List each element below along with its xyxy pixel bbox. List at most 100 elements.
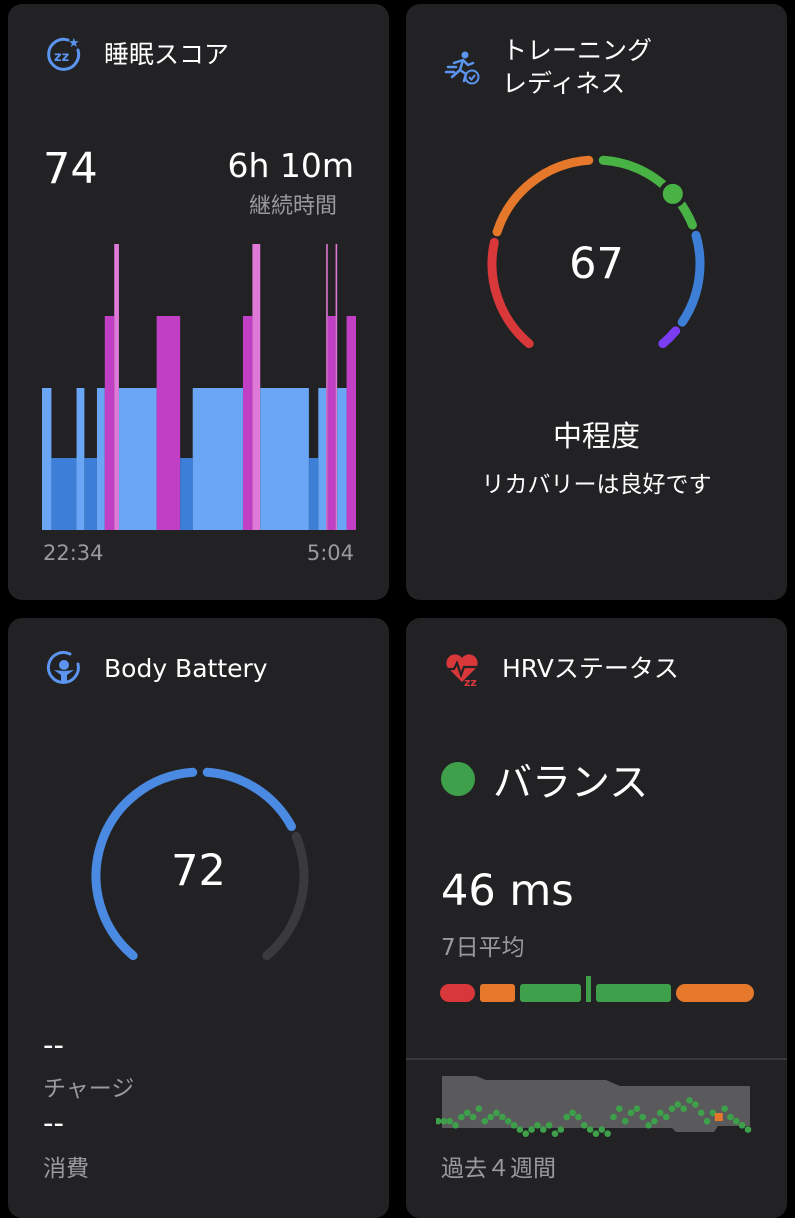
- hrv-period-label: 過去４週間: [441, 1149, 556, 1183]
- sleep-stage-bar-awake: [326, 244, 328, 530]
- range-segment-unbalanced-high: [676, 984, 754, 1002]
- hrv-point: [522, 1130, 529, 1137]
- body-battery-title: Body Battery: [104, 652, 268, 685]
- sleep-title: 睡眠スコア: [104, 38, 229, 71]
- body-battery-card[interactable]: Body Battery 72 -- チャージ -- 消費: [8, 618, 389, 1218]
- gauge-segment-low: [497, 160, 589, 232]
- gauge-segment-prime: [663, 331, 676, 344]
- sleep-score-card[interactable]: zz ★ 睡眠スコア 74 6h 10m 継続時間 22:34 5:04: [8, 4, 389, 600]
- sleep-stage-bar-light: [97, 388, 105, 530]
- sleep-stage-bar-rem: [347, 316, 356, 530]
- hrv-point: [739, 1122, 746, 1129]
- hrv-point: [587, 1126, 594, 1133]
- status-dot-icon: [441, 762, 475, 796]
- sleep-stage-bar-light: [77, 388, 85, 530]
- hrv-point: [517, 1126, 524, 1133]
- hrv-point: [452, 1122, 459, 1129]
- hrv-point: [727, 1114, 734, 1121]
- divider: [406, 1058, 787, 1060]
- hrv-point: [634, 1105, 641, 1112]
- sleep-stage-bar-rem: [243, 316, 252, 530]
- hrv-point: [540, 1126, 547, 1133]
- sleep-stage-bar-light: [119, 388, 157, 530]
- hrv-point: [569, 1110, 576, 1117]
- sleep-stage-chart: [42, 240, 356, 530]
- gauge-marker: [661, 182, 685, 206]
- sleep-stage-bar-rem: [157, 316, 181, 530]
- hrv-point: [436, 1118, 441, 1125]
- hrv-point: [563, 1114, 570, 1121]
- hrv-status-card[interactable]: zz HRVステータス バランス 46 ms 7日平均 過去４週間: [406, 618, 787, 1218]
- hrv-point: [593, 1130, 600, 1137]
- battery-fill-right: [207, 772, 291, 826]
- body-battery-icon: [44, 648, 84, 688]
- charge-label: チャージ: [43, 1069, 134, 1103]
- sleep-zz-icon: zz ★: [44, 34, 84, 74]
- svg-text:zz: zz: [464, 676, 477, 688]
- hrv-point: [552, 1130, 559, 1137]
- hrv-point: [558, 1126, 565, 1133]
- svg-text:zz: zz: [54, 50, 69, 65]
- hrv-point: [458, 1114, 465, 1121]
- sleep-stage-bar-awake: [252, 244, 260, 530]
- hrv-value: 46 ms: [441, 866, 574, 916]
- hrv-point: [546, 1122, 553, 1129]
- hrv-point: [692, 1101, 699, 1108]
- hrv-point: [675, 1101, 682, 1108]
- hrv-point: [745, 1126, 752, 1133]
- hrv-point: [733, 1118, 740, 1125]
- charge-value: --: [43, 1028, 64, 1062]
- hrv-point: [575, 1114, 582, 1121]
- hrv-point: [651, 1118, 658, 1125]
- hrv-point: [446, 1118, 453, 1125]
- hrv-point: [686, 1097, 693, 1104]
- sleep-stage-bar-awake: [114, 244, 119, 530]
- hrv-point: [657, 1110, 664, 1117]
- hrv-point: [493, 1110, 500, 1117]
- range-segment-unbalanced-low: [480, 984, 515, 1002]
- sleep-stage-bar-light: [318, 388, 326, 530]
- hrv-point: [528, 1126, 535, 1133]
- hrv-point: [604, 1130, 611, 1137]
- hrv-point: [598, 1126, 605, 1133]
- sleep-stage-bar-deep: [309, 458, 318, 530]
- sleep-stage-bar-light: [260, 388, 309, 530]
- hrv-point: [663, 1114, 670, 1121]
- hrv-point: [476, 1105, 483, 1112]
- hrv-point: [669, 1105, 676, 1112]
- hrv-header: zz HRVステータス: [442, 648, 679, 688]
- sleep-header: zz ★ 睡眠スコア: [44, 34, 229, 74]
- hrv-point: [464, 1110, 471, 1117]
- readiness-message: リカバリーは良好です: [406, 465, 787, 499]
- drain-value: --: [43, 1106, 64, 1140]
- hrv-baseline-band: [442, 1076, 750, 1132]
- sleep-stage-bar-deep: [84, 458, 97, 530]
- hrv-point: [534, 1122, 541, 1129]
- hrv-point: [622, 1118, 629, 1125]
- hrv-point: [581, 1122, 588, 1129]
- sleep-score-value: 74: [43, 144, 98, 194]
- readiness-value: 67: [406, 239, 787, 289]
- range-segment-balanced-b: [596, 984, 671, 1002]
- hrv-point: [511, 1122, 518, 1129]
- hrv-point: [721, 1105, 728, 1112]
- body-battery-value: 72: [8, 846, 389, 896]
- training-title-line2: レディネス: [502, 69, 625, 98]
- hrv-point-outlier: [715, 1113, 723, 1121]
- svg-text:★: ★: [68, 36, 80, 51]
- range-marker: [586, 976, 591, 1002]
- hrv-point: [441, 1118, 448, 1125]
- hrv-trend-chart: [436, 1074, 758, 1144]
- sleep-start-time: 22:34: [43, 541, 104, 565]
- sleep-stage-bar-light: [337, 388, 346, 530]
- training-readiness-card[interactable]: トレーニング レディネス 67 中程度 リカバリーは良好です: [406, 4, 787, 600]
- sleep-stage-bar-deep: [180, 458, 193, 530]
- hrv-point: [610, 1114, 617, 1121]
- sleep-stage-bar-rem: [328, 316, 336, 530]
- hrv-point: [487, 1114, 494, 1121]
- sleep-stage-bar-light: [42, 388, 51, 530]
- hrv-point: [639, 1114, 646, 1121]
- hrv-title: HRVステータス: [502, 652, 679, 685]
- hrv-point: [505, 1118, 512, 1125]
- sleep-stage-bar-awake: [336, 244, 338, 530]
